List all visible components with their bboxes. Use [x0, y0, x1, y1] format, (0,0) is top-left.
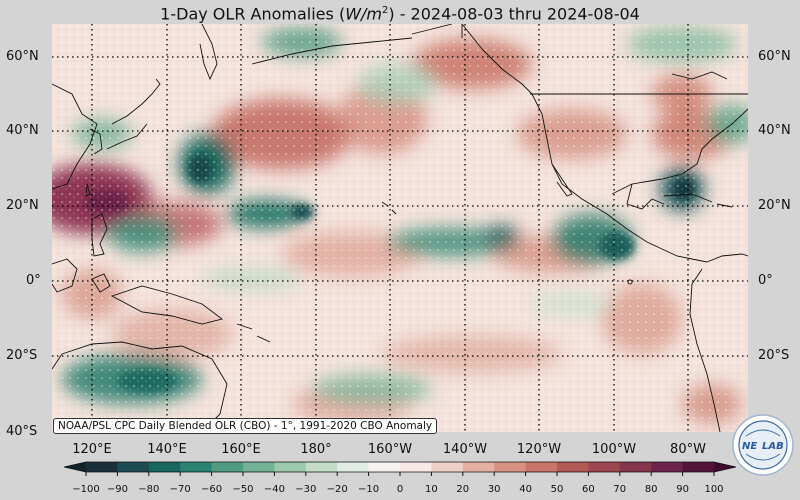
- colorbar-tick-label: 80: [644, 484, 658, 495]
- colorbar-arrow-low: [64, 462, 86, 472]
- colorbar: −100 −90 −80 −70 −60 −50 −40 −30 −20 −10 0 10 20 30 40…: [63, 460, 737, 500]
- colorbar-segment: [462, 462, 495, 472]
- colorbar-tick-label: −30: [295, 484, 317, 495]
- colorbar-segment: [243, 462, 275, 472]
- olr-anomaly-map: [52, 24, 748, 432]
- colorbar-tick-label: 90: [676, 484, 689, 495]
- coastlines: [52, 24, 748, 432]
- colorbar-tick-label: 20: [456, 484, 470, 495]
- colorbar-tick-label: −90: [106, 484, 128, 495]
- graticule: [52, 24, 748, 432]
- colorbar-segment: [619, 462, 652, 472]
- title-suffix: ) - 2024-08-03 thru 2024-08-04: [388, 4, 640, 24]
- lon-label: 140°W: [442, 442, 488, 457]
- colorbar-segment: [368, 462, 401, 472]
- title-unit: W/m: [345, 4, 382, 24]
- colorbar-segment: [588, 462, 621, 472]
- title-unit-exponent: 2: [381, 5, 389, 16]
- logo-text-lab: LAB: [762, 441, 784, 452]
- map-canvas: [52, 24, 748, 432]
- colorbar-tick-label: −60: [201, 484, 223, 495]
- colorbar-segment: [337, 462, 370, 472]
- lat-label-left: 20°N: [6, 198, 39, 213]
- title-prefix: 1-Day OLR Anomalies (: [160, 4, 346, 24]
- lon-label: 160°E: [221, 442, 261, 457]
- lon-label: 160°W: [367, 442, 413, 457]
- colorbar-segment: [651, 462, 684, 472]
- colorbar-arrow-high: [714, 462, 736, 472]
- colorbar-tick-label: 60: [582, 484, 595, 495]
- colorbar-segment: [211, 462, 244, 472]
- lon-label: 120°E: [72, 442, 112, 457]
- logo-text-ne: NE: [742, 441, 757, 452]
- colorbar-tick-label: −100: [72, 484, 100, 495]
- lon-label: 100°W: [591, 442, 637, 457]
- colorbar-tick-label: −50: [232, 484, 254, 495]
- lat-label-right: 0°: [758, 273, 773, 288]
- lat-label-left: 40°N: [6, 123, 39, 138]
- colorbar-tick-label: 10: [425, 484, 438, 495]
- colorbar-tick-label: −20: [326, 484, 348, 495]
- colorbar-tick-label: 70: [613, 484, 627, 495]
- lat-label-left: 60°N: [6, 49, 39, 64]
- colorbar-segment: [400, 462, 432, 472]
- colorbar-segment: [557, 462, 589, 472]
- lat-label-right: 20°S: [758, 348, 790, 363]
- lat-label-right: 40°N: [758, 123, 791, 138]
- colorbar-tick-label: 40: [519, 484, 532, 495]
- colorbar-tick-label: −70: [169, 484, 191, 495]
- lon-label: 180°: [300, 442, 332, 457]
- colorbar-tick-label: 100: [704, 484, 724, 495]
- lat-label-left: 0°: [26, 273, 41, 288]
- colorbar-segment: [274, 462, 307, 472]
- colorbar-tick-label: −10: [358, 484, 380, 495]
- colorbar-tick-label: 0: [396, 484, 404, 495]
- field-texture: [52, 24, 748, 432]
- colorbar-segment: [494, 462, 527, 472]
- colorbar-segment: [117, 462, 150, 472]
- colorbar-tick-label: −80: [138, 484, 160, 495]
- colorbar-segment: [431, 462, 464, 472]
- colorbar-segment: [305, 462, 338, 472]
- lon-label: 80°W: [670, 442, 706, 457]
- colorbar-segment: [525, 462, 558, 472]
- colorbar-segment: [682, 462, 715, 472]
- lat-label-left: 20°S: [6, 348, 38, 363]
- nexlab-logo[interactable]: NE LAB: [732, 414, 794, 476]
- data-source-credit: NOAA/PSL CPC Daily Blended OLR (CBO) - 1…: [53, 418, 438, 434]
- lon-label: 140°E: [147, 442, 187, 457]
- colorbar-segment: [180, 462, 213, 472]
- colorbar-tick-label: 50: [550, 484, 564, 495]
- lon-label: 120°W: [516, 442, 562, 457]
- colorbar-scale: [63, 461, 737, 476]
- lat-label-right: 60°N: [758, 49, 791, 64]
- colorbar-tick-label: 30: [487, 484, 501, 495]
- colorbar-segment: [148, 462, 181, 472]
- map-title: 1-Day OLR Anomalies (W/m2) - 2024-08-03 …: [0, 0, 800, 24]
- colorbar-segment: [86, 462, 118, 472]
- lat-label-left: 40°S: [6, 424, 38, 439]
- lat-label-right: 20°N: [758, 198, 791, 213]
- colorbar-tick-label: −40: [263, 484, 285, 495]
